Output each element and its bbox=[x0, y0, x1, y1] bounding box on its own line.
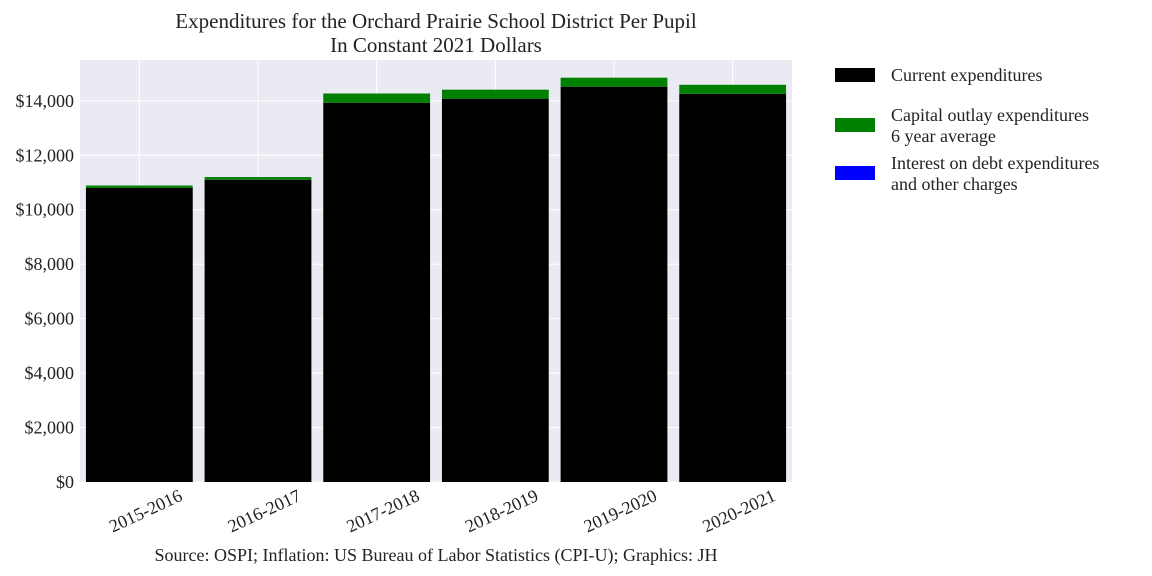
legend-label-current-expenditures: Current expenditures bbox=[891, 65, 1042, 85]
source-note: Source: OSPI; Inflation: US Bureau of La… bbox=[155, 545, 718, 566]
x-tick-label: 2015-2016 bbox=[106, 485, 185, 536]
y-tick-label: $0 bbox=[56, 472, 74, 492]
y-tick-label: $14,000 bbox=[16, 91, 75, 111]
x-tick-label: 2016-2017 bbox=[225, 485, 304, 536]
x-axis: 2015-2016 2016-2017 2017-2018 2018-2019 2019… bbox=[106, 485, 778, 536]
bar-capital-outlay-expenditures-2019-2020 bbox=[560, 77, 668, 87]
y-tick-label: $10,000 bbox=[16, 200, 75, 220]
y-tick-label: $8,000 bbox=[25, 254, 75, 274]
y-tick-label: $6,000 bbox=[25, 309, 75, 329]
chart-subtitle: In Constant 2021 Dollars bbox=[330, 33, 542, 57]
x-tick-label: 2019-2020 bbox=[581, 485, 660, 536]
x-tick-label: 2020-2021 bbox=[699, 485, 778, 536]
bar-current-expenditures-2017-2018 bbox=[323, 102, 431, 483]
y-tick-label: $2,000 bbox=[25, 418, 75, 438]
legend-swatch-capital-outlay-expenditures bbox=[835, 118, 875, 132]
bar-capital-outlay-expenditures-2015-2016 bbox=[85, 185, 193, 188]
x-tick-label: 2018-2019 bbox=[462, 485, 541, 536]
bar-capital-outlay-expenditures-2016-2017 bbox=[204, 177, 312, 180]
bar-current-expenditures-2018-2019 bbox=[441, 98, 549, 482]
y-tick-label: $4,000 bbox=[25, 363, 75, 383]
bar-capital-outlay-expenditures-2020-2021 bbox=[679, 84, 787, 94]
plot-area bbox=[80, 60, 792, 482]
bar-capital-outlay-expenditures-2018-2019 bbox=[441, 89, 549, 99]
bar-current-expenditures-2015-2016 bbox=[85, 187, 193, 482]
bars bbox=[85, 77, 787, 483]
bar-current-expenditures-2016-2017 bbox=[204, 179, 312, 482]
y-tick-label: $12,000 bbox=[16, 145, 75, 165]
chart-title: Expenditures for the Orchard Prairie Sch… bbox=[175, 9, 697, 33]
bar-capital-outlay-expenditures-2017-2018 bbox=[323, 93, 431, 103]
legend-swatch-current-expenditures bbox=[835, 68, 875, 82]
y-axis: $0 $2,000 $4,000 $6,000 $8,000 $10,000 $12,000… bbox=[16, 91, 75, 492]
x-tick-label: 2017-2018 bbox=[343, 485, 422, 536]
bar-current-expenditures-2019-2020 bbox=[560, 86, 668, 483]
legend: Current expenditures Capital outlay expen… bbox=[835, 65, 1099, 194]
legend-label-interest-on-debt-expenditures: Interest on debt expenditures and other c… bbox=[891, 153, 1099, 194]
legend-label-capital-outlay-expenditures: Capital outlay expenditures 6 year averag… bbox=[891, 105, 1089, 146]
legend-swatch-interest-on-debt-expenditures bbox=[835, 166, 875, 180]
bar-current-expenditures-2020-2021 bbox=[679, 93, 787, 482]
